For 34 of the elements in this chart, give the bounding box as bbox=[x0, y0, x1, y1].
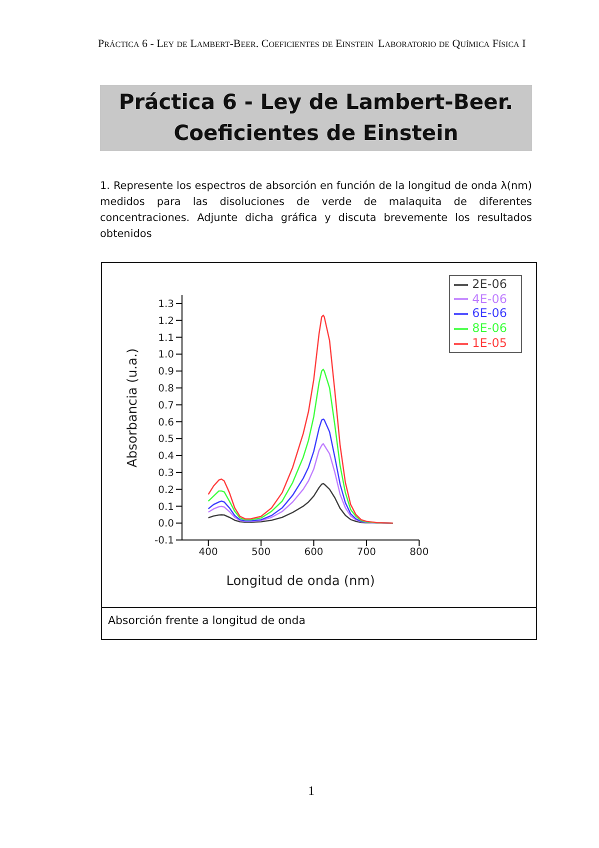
text: Laboratorio de Química Física I bbox=[378, 38, 526, 50]
text: 1 bbox=[308, 783, 314, 799]
line-series bbox=[208, 314, 394, 524]
x-tick-label: 600 bbox=[304, 547, 324, 558]
y-tick-label: 0.4 bbox=[158, 451, 174, 462]
y-tick-label: 0.8 bbox=[158, 383, 174, 394]
text: Absorción frente a longitud de onda bbox=[102, 607, 536, 633]
y-tick-label: 0.9 bbox=[158, 366, 174, 378]
legend-label: 4E-06 bbox=[472, 292, 507, 306]
y-tick-label: -0.1 bbox=[154, 536, 174, 547]
y-tick-label: 1.0 bbox=[158, 350, 174, 361]
y-tick-label: 0.7 bbox=[158, 400, 174, 412]
y-tick-label: 0.1 bbox=[158, 502, 174, 513]
legend-label: 8E-06 bbox=[472, 321, 507, 336]
y-tick-label: 1.2 bbox=[158, 316, 174, 327]
chart-subtitle: 1. Represente los espectros de absorción en función de la longitud de onda λ(nm) medidos para las disoluciones de verde de malaquita de diferentes concentraciones. Adjunte dicha gráfica y discuta brevemente los resultados obtenidos bbox=[100, 179, 532, 242]
x-tick-label: 500 bbox=[252, 547, 271, 558]
y-tick-label: 0.5 bbox=[158, 434, 174, 446]
legend-label: 2E-06 bbox=[472, 277, 507, 291]
y-tick-label: 1.3 bbox=[158, 299, 174, 310]
text: Práctica 6 - Ley de Lambert-Beer. Coeficientes de Einstein bbox=[98, 38, 374, 50]
x-tick-label: 800 bbox=[410, 547, 429, 558]
y-tick-label: 0.3 bbox=[158, 468, 174, 479]
x-tick-label: 700 bbox=[356, 547, 376, 558]
legend-label: 6E-06 bbox=[472, 306, 507, 320]
y-tick-label: 0.0 bbox=[158, 518, 174, 530]
legend-label: 1E-05 bbox=[472, 336, 507, 350]
y-tick-label: 0.6 bbox=[158, 417, 174, 428]
y-tick-label: 1.1 bbox=[158, 332, 174, 344]
x-tick-label: 400 bbox=[198, 547, 218, 558]
y-tick-label: 0.2 bbox=[158, 484, 174, 496]
x-axis-title: Longitud de onda (nm) bbox=[226, 574, 375, 589]
chart-title: Práctica 6 - Ley de Lambert-Beer. Coeficientes de Einstein bbox=[100, 85, 532, 151]
y-axis-title: Absorbancia (u.a.) bbox=[126, 348, 141, 468]
